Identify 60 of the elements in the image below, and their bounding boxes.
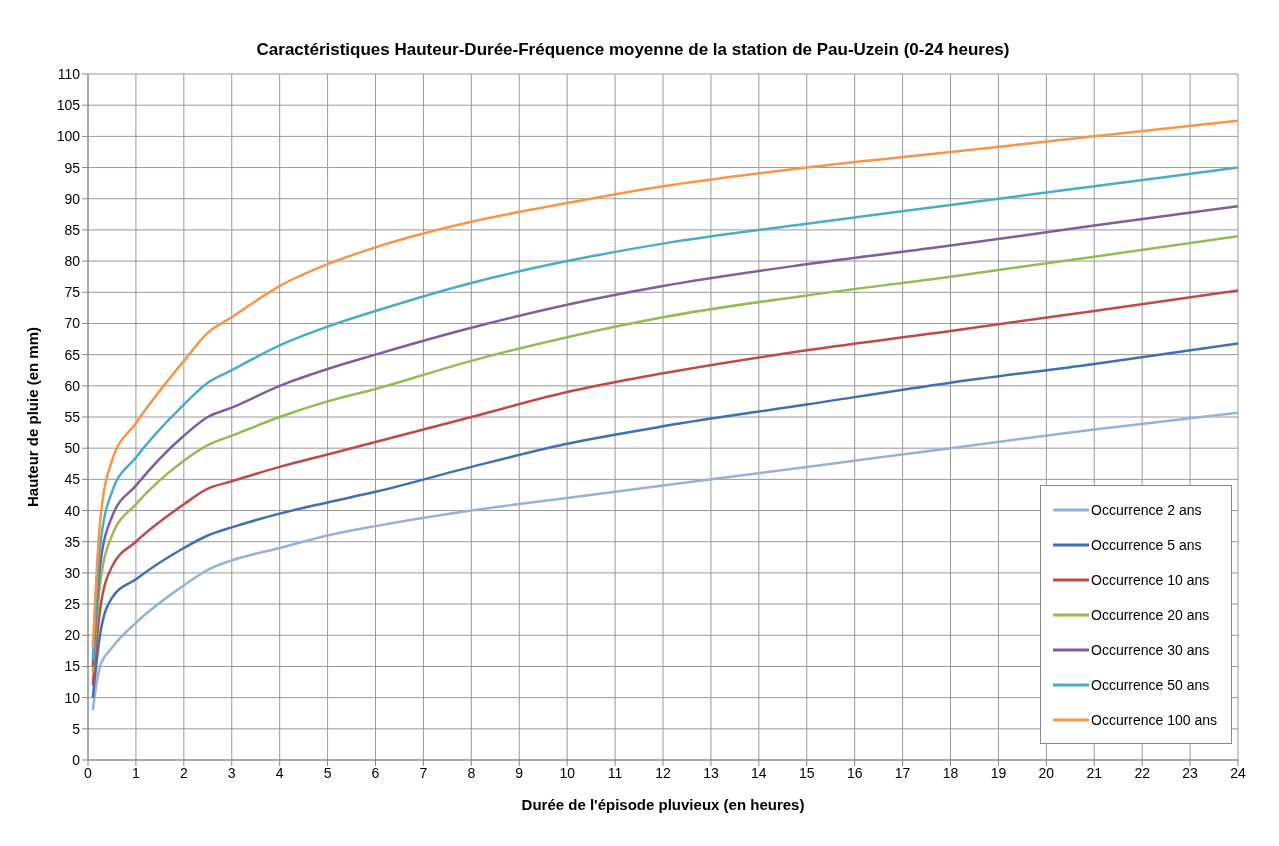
x-tick-label: 10 — [559, 764, 576, 781]
x-tick-label: 6 — [371, 764, 380, 781]
x-tick-label: 19 — [990, 764, 1007, 781]
y-tick-label: 105 — [56, 97, 81, 114]
x-tick-label: 9 — [515, 764, 524, 781]
y-tick-label: 95 — [64, 159, 81, 176]
y-tick-label: 85 — [64, 221, 81, 238]
x-tick-label: 20 — [1038, 764, 1055, 781]
y-tick-label: 10 — [64, 689, 81, 706]
y-axis-title: Hauteur de pluie (en mm) — [24, 326, 42, 508]
x-tick-label: 14 — [751, 764, 767, 781]
y-tick-label: 65 — [64, 346, 81, 363]
x-tick-label: 16 — [846, 764, 863, 781]
y-tick-label: 20 — [64, 627, 81, 644]
y-tick-label: 70 — [64, 315, 81, 332]
x-tick-label: 23 — [1182, 764, 1199, 781]
x-tick-label: 5 — [323, 764, 332, 781]
x-tick-label: 4 — [275, 764, 284, 781]
y-tick-label: 35 — [64, 533, 81, 550]
legend-label: Occurrence 5 ans — [1091, 536, 1202, 553]
y-tick-label: 5 — [72, 720, 81, 737]
legend-label: Occurrence 20 ans — [1091, 606, 1210, 623]
y-tick-label: 0 — [72, 751, 81, 768]
legend-label: Occurrence 10 ans — [1091, 571, 1210, 588]
legend-label: Occurrence 50 ans — [1091, 676, 1210, 693]
y-tick-label: 55 — [64, 408, 81, 425]
y-tick-label: 75 — [64, 284, 81, 301]
x-tick-label: 22 — [1134, 764, 1151, 781]
x-tick-label: 21 — [1086, 764, 1103, 781]
x-tick-label: 13 — [703, 764, 719, 781]
y-tick-label: 50 — [64, 440, 81, 457]
line-series — [91, 411, 1238, 712]
y-tick-label: 25 — [64, 596, 81, 613]
y-tick-label: 80 — [64, 253, 81, 270]
x-tick-label: 0 — [84, 764, 93, 781]
x-tick-label: 17 — [894, 764, 911, 781]
x-tick-label: 15 — [798, 764, 815, 781]
x-tick-label: 2 — [179, 764, 188, 781]
y-tick-label: 110 — [57, 65, 81, 82]
y-tick-label: 90 — [64, 190, 81, 207]
x-tick-label: 7 — [419, 764, 428, 781]
x-tick-label: 11 — [607, 764, 623, 781]
y-tick-label: 30 — [64, 564, 81, 581]
legend-label: Occurrence 100 ans — [1091, 711, 1218, 728]
x-tick-label: 24 — [1230, 764, 1246, 781]
x-tick-label: 1 — [132, 764, 141, 781]
y-tick-label: 100 — [56, 128, 81, 145]
line-series — [91, 342, 1238, 699]
chart-title: Caractéristiques Hauteur-Durée-Fréquence moyenne de la station de Pau-Uzein (0-24 heures) — [255, 40, 1011, 61]
x-tick-label: 8 — [467, 764, 476, 781]
x-axis-title: Durée de l'épisode pluvieux (en heures) — [521, 796, 805, 813]
x-tick-label: 3 — [227, 764, 236, 781]
x-tick-label: 18 — [942, 764, 959, 781]
y-tick-label: 40 — [64, 502, 81, 519]
legend-label: Occurrence 2 ans — [1091, 501, 1202, 518]
y-tick-label: 15 — [64, 658, 81, 675]
x-tick-label: 12 — [655, 764, 671, 781]
y-tick-label: 45 — [64, 471, 81, 488]
y-tick-label: 60 — [64, 377, 81, 394]
legend-label: Occurrence 30 ans — [1091, 641, 1210, 658]
